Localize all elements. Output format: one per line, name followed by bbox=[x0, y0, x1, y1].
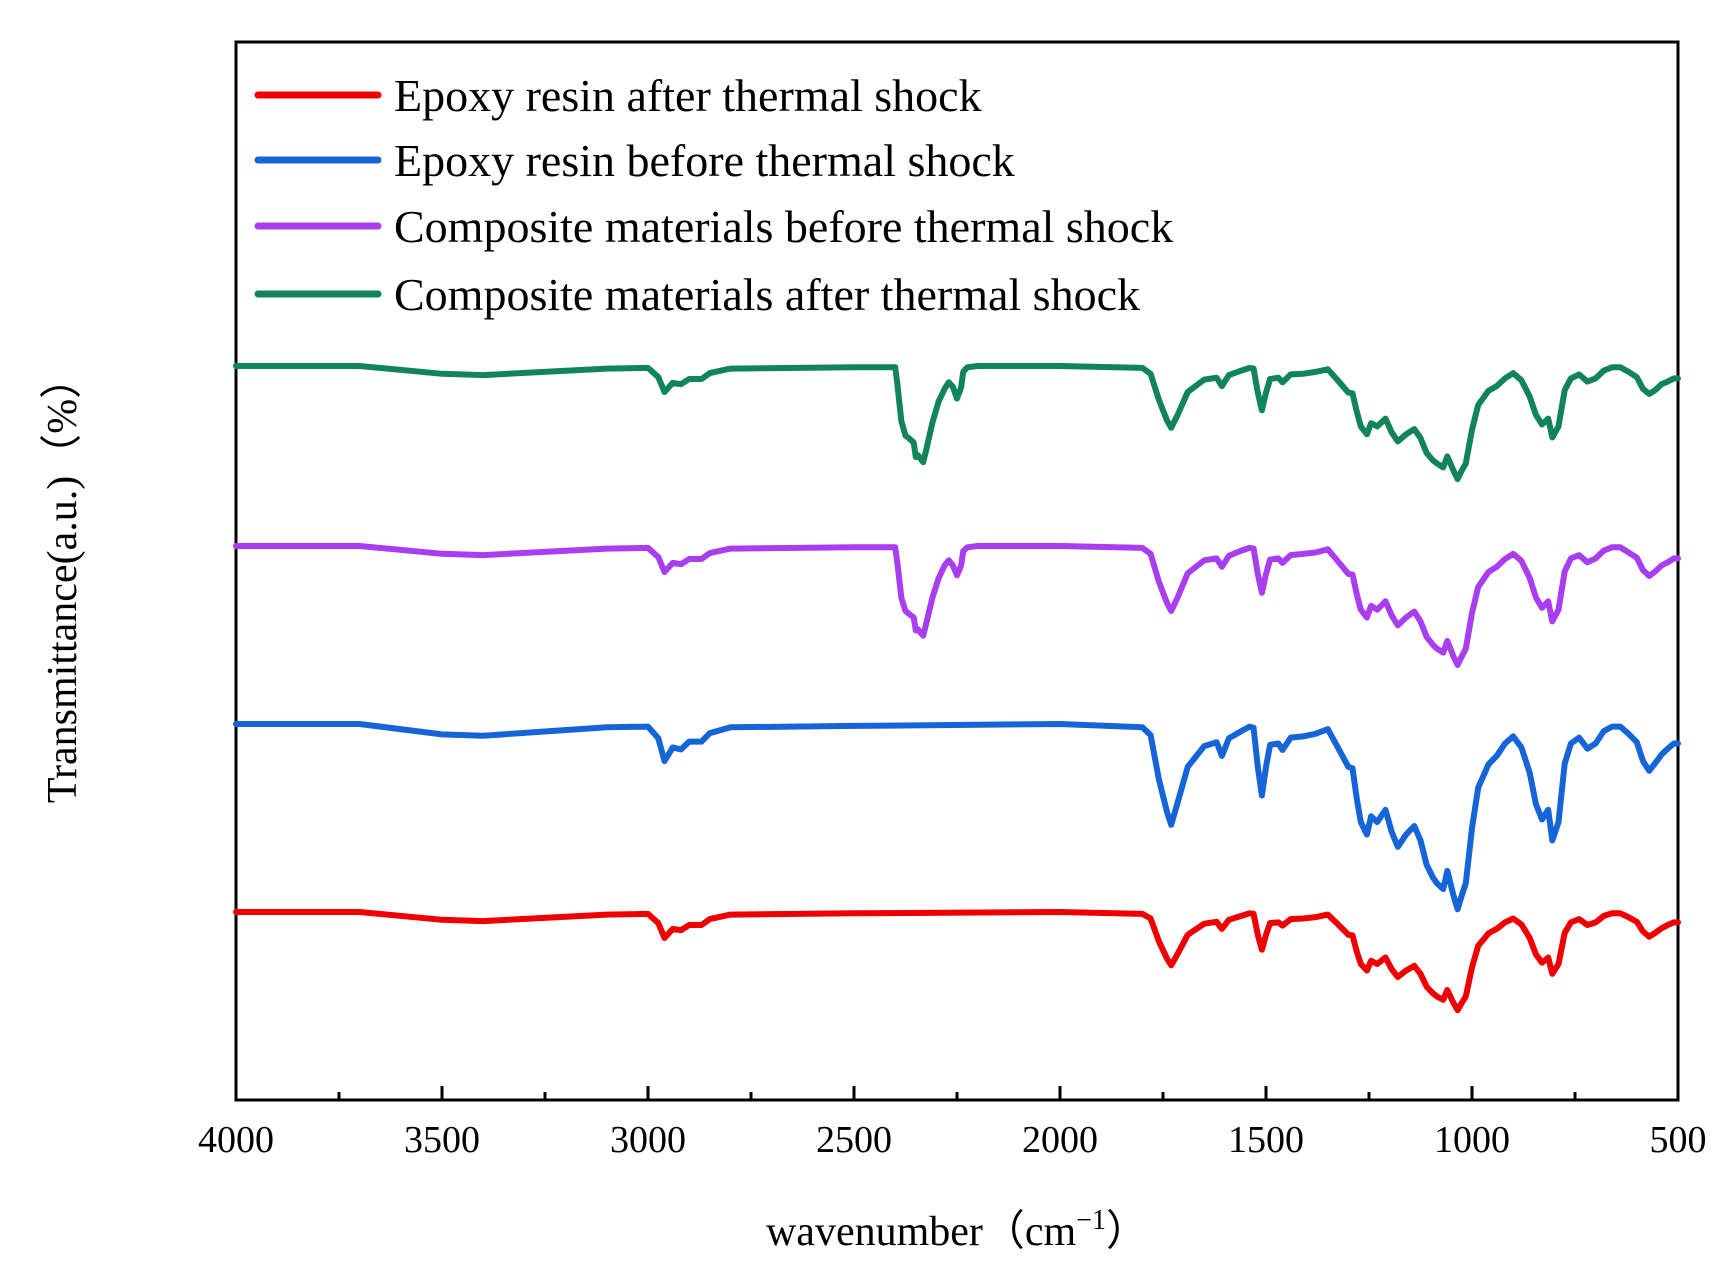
series-line-3 bbox=[233, 363, 1681, 483]
x-tick-label: 1500 bbox=[1228, 1119, 1304, 1161]
x-tick-label: 2000 bbox=[1022, 1119, 1098, 1161]
legend-label-composite-before: Composite materials before thermal shock bbox=[394, 201, 1173, 252]
series-line-0 bbox=[233, 909, 1681, 1014]
x-axis-title-main: wavenumber（cm bbox=[766, 1209, 1077, 1255]
y-axis-title: Transmittance(a.u.)（%） bbox=[40, 357, 86, 803]
x-tick-label: 2500 bbox=[816, 1119, 892, 1161]
series-group bbox=[233, 363, 1681, 1014]
x-tick-label: 3000 bbox=[610, 1119, 686, 1161]
legend: Epoxy resin after thermal shock Epoxy re… bbox=[254, 70, 1173, 320]
x-axis-title: wavenumber（cm−1） bbox=[766, 1205, 1148, 1255]
series-line-2 bbox=[233, 543, 1681, 668]
x-axis-ticks: 4000 3500 3000 2500 2000 1500 1000 500 bbox=[198, 1086, 1707, 1161]
x-tick-label: 500 bbox=[1650, 1119, 1707, 1161]
legend-label-epoxy-after: Epoxy resin after thermal shock bbox=[394, 70, 982, 121]
x-tick-label: 1000 bbox=[1434, 1119, 1510, 1161]
legend-label-composite-after: Composite materials after thermal shock bbox=[394, 269, 1140, 320]
x-axis-title-sup: −1 bbox=[1076, 1205, 1106, 1236]
x-axis-title-close: ） bbox=[1106, 1209, 1148, 1255]
legend-label-epoxy-before: Epoxy resin before thermal shock bbox=[394, 135, 1015, 186]
x-tick-label: 4000 bbox=[198, 1119, 274, 1161]
series-line-1 bbox=[233, 721, 1681, 913]
x-tick-label: 3500 bbox=[404, 1119, 480, 1161]
